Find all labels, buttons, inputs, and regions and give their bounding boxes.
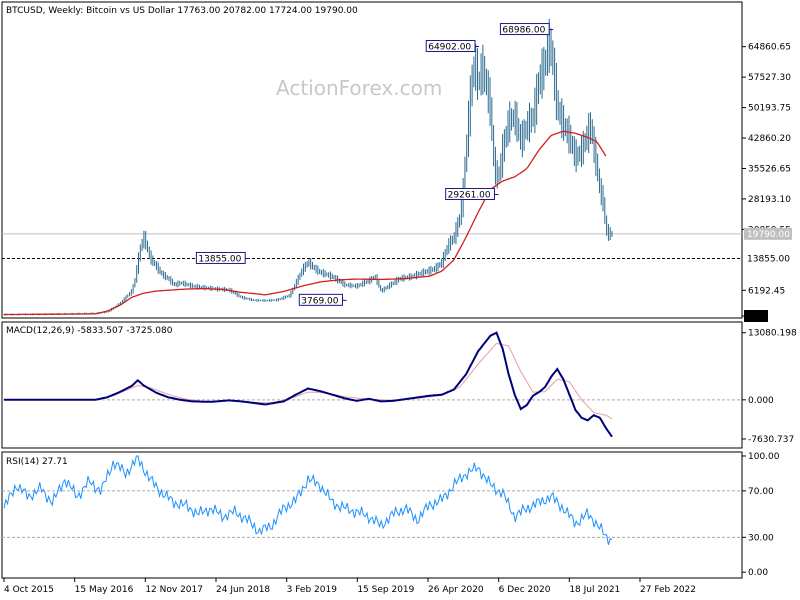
price-y-tick-label: 64860.65 (748, 43, 791, 53)
watermark: ActionForex.com (276, 76, 442, 100)
rsi-y-tick-label: 0.00 (748, 568, 768, 578)
support-tag-bg (744, 252, 792, 265)
price-y-tick-label: 42860.20 (748, 134, 791, 144)
x-tick-label: 24 Jun 2018 (216, 585, 270, 595)
x-tick-label: 4 Oct 2015 (4, 585, 54, 595)
x-tick-label: 26 Apr 2020 (428, 585, 484, 595)
x-tick-label: 3 Feb 2019 (287, 585, 338, 595)
moving-average-line (4, 130, 607, 316)
current-price-tag-bg (744, 227, 792, 240)
price-annotation-label: 3769.00 (301, 296, 338, 306)
rsi-levels (2, 490, 742, 538)
macd-y-tick-label: -7630.737 (748, 435, 794, 445)
macd-panel: MACD(12,26,9) -5833.507 -3725.080 13080.… (1, 321, 797, 449)
price-y-tick-label: 50193.75 (748, 104, 791, 114)
rsi-y-axis: 100.00 70.00 30.00 0.00 (742, 452, 780, 578)
macd-y-tick-label: 13080.198 (748, 329, 797, 339)
price-annotation-label: 64902.00 (428, 42, 471, 52)
price-y-tick-label: 57527.30 (748, 73, 791, 83)
price-annotation: 64902.00 (425, 39, 480, 52)
macd-y-tick-label: 0.000 (748, 396, 774, 406)
rsi-y-tick-label: 30.00 (748, 533, 774, 543)
rsi-line (3, 455, 613, 545)
macd-y-axis: 13080.198 0.000 -7630.737 (742, 329, 797, 445)
current-price-tag: 19790.00 (747, 230, 790, 240)
price-annotation-label: 29261.00 (448, 190, 491, 200)
macd-title: MACD(12,26,9) -5833.507 -3725.080 (6, 326, 173, 336)
zero-price-tag-bg (744, 310, 768, 322)
macd-line (4, 331, 613, 438)
x-tick-label: 18 Jul 2021 (569, 585, 620, 595)
price-y-tick-label: 6192.45 (748, 286, 785, 296)
x-tick-label: 15 Sep 2019 (357, 585, 414, 595)
price-annotations: 64902.00 68986.00 13855.00 29261.00 3769.00 (195, 23, 554, 306)
price-annotation: 13855.00 (195, 251, 250, 264)
price-tags: 19790.00 13855.00 (744, 227, 792, 322)
price-annotation: 68986.00 (499, 23, 554, 36)
x-tick-label: 6 Dec 2020 (499, 585, 551, 595)
price-y-tick-label: 35526.65 (748, 164, 791, 174)
rsi-y-tick-label: 100.00 (748, 452, 780, 462)
price-y-tick-label: 28193.10 (748, 195, 791, 205)
support-tag: 13855.00 (747, 254, 790, 264)
x-tick-label: 27 Feb 2022 (640, 585, 696, 595)
price-title: BTCUSD, Weekly: Bitcoin vs US Dollar 177… (6, 6, 358, 16)
price-annotation: 29261.00 (445, 187, 499, 200)
price-annotation: 3769.00 (298, 293, 347, 306)
rsi-y-tick-label: 70.00 (748, 487, 774, 497)
x-tick-label: 15 May 2016 (75, 585, 134, 595)
rsi-panel: RSI(14) 27.71 100.00 70.00 30.00 0.00 (1, 451, 780, 579)
x-tick-label: 12 Nov 2017 (145, 585, 203, 595)
price-annotation-label: 68986.00 (502, 26, 545, 36)
price-annotation-label: 13855.00 (198, 254, 241, 264)
rsi-title: RSI(14) 27.71 (6, 457, 68, 467)
x-axis: 4 Oct 2015 15 May 2016 12 Nov 2017 24 Jun 2… (3, 578, 696, 595)
price-y-axis: 64860.65 57527.30 50193.75 42860.20 35526.65… (742, 43, 791, 322)
price-panel: BTCUSD, Weekly: Bitcoin vs US Dollar 177… (1, 1, 792, 322)
